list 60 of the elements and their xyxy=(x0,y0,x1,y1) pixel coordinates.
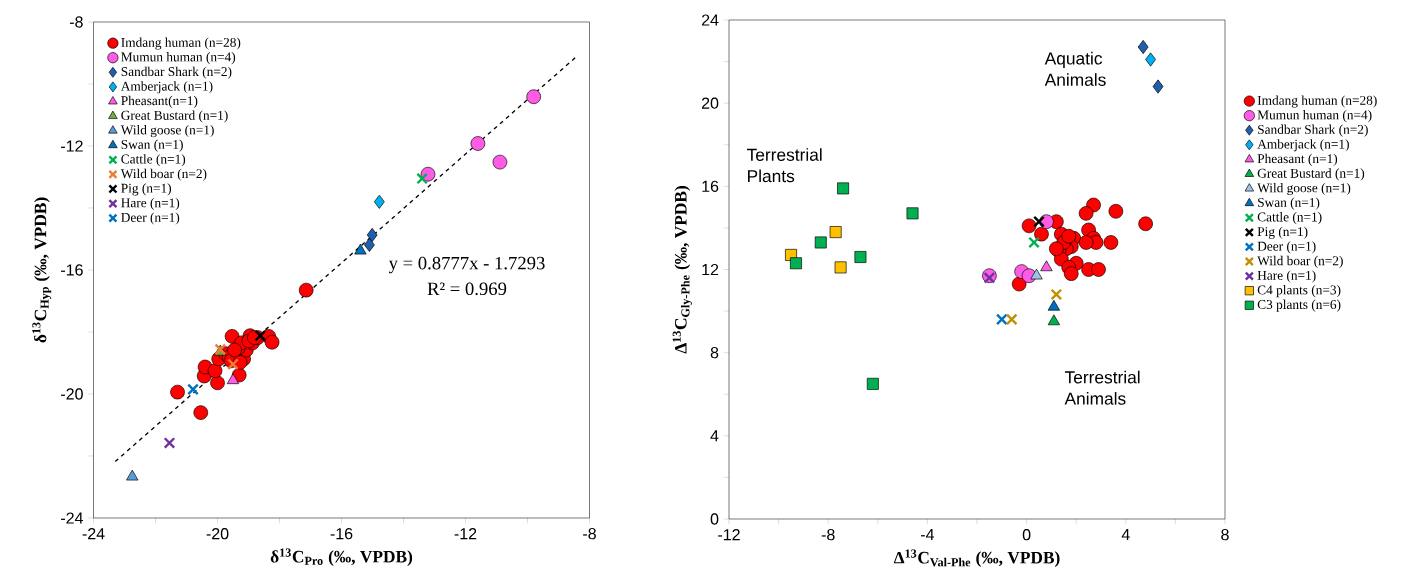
y-tick-label: -8 xyxy=(69,16,83,28)
legend-label: Pig (n=1) xyxy=(121,183,172,196)
y-tick-label: 12 xyxy=(702,263,719,276)
x-tick-label: -4 xyxy=(921,529,935,541)
y-tick-label: 0 xyxy=(710,513,719,525)
legend-label: C3 plants (n=6) xyxy=(1257,299,1341,312)
y-tick-label: -20 xyxy=(61,388,83,400)
x-tick-label: -8 xyxy=(583,528,596,540)
y-axis-title: δ$^{13}$C$_{Hyp}$ (‰, VPDB) xyxy=(32,197,52,343)
y-tick-label: 8 xyxy=(710,347,719,359)
legend-label: Wild boar (n=2) xyxy=(120,168,207,181)
legend-label: Deer (n=1) xyxy=(121,212,180,225)
legend-label: C4 plants (n=3) xyxy=(1257,285,1341,298)
legend-label: Deer (n=1) xyxy=(1257,241,1316,254)
x-tick-label: -12 xyxy=(718,529,740,541)
y-tick-label: -12 xyxy=(61,140,83,152)
legend-label: Hare (n=1) xyxy=(1257,270,1316,283)
legend-label: Wild boar (n=2) xyxy=(1257,255,1343,268)
legend-label: Pheasant(n=1) xyxy=(121,95,198,108)
y-tick-label: 16 xyxy=(702,180,719,192)
legend-label: Pheasant (n=1) xyxy=(1257,153,1338,166)
y-tick-label: -16 xyxy=(61,264,83,276)
legend-label: Pig (n=1) xyxy=(1257,226,1308,239)
legend-label: Cattle (n=1) xyxy=(121,154,186,167)
annotation: Aquatic Animals xyxy=(1044,51,1106,86)
legend-label: Great Bustard (n=1) xyxy=(1257,168,1365,181)
x-tick-label: 4 xyxy=(1121,529,1130,541)
x-tick-label: -12 xyxy=(454,528,477,540)
legend-label: Sandbar Shark (n=2) xyxy=(121,66,232,79)
x-tick-label: -8 xyxy=(821,529,835,541)
annotation: Terrestrial Plants xyxy=(747,148,822,183)
x-axis-title: δ$^{13}$C$_{Pro}$ (‰, VPDB) xyxy=(270,548,413,567)
x-tick-label: -16 xyxy=(330,528,353,540)
x-tick-label: 8 xyxy=(1221,529,1229,541)
annotation: R² = 0.969 xyxy=(427,282,507,296)
x-tick-label: -24 xyxy=(82,528,105,540)
legend-label: Cattle (n=1) xyxy=(1257,212,1322,225)
x-axis-title: Δ$^{13}$C$_{Val-Phe}$ (‰, VPDB) xyxy=(893,549,1060,568)
y-tick-label: -24 xyxy=(61,512,83,524)
legend-label: Swan (n=1) xyxy=(121,139,183,152)
legend-label: Great Bustard (n=1) xyxy=(121,110,228,123)
y-tick-label: 24 xyxy=(701,14,719,26)
legend-label: Wild goose (n=1) xyxy=(120,125,214,138)
y-tick-label: 4 xyxy=(710,430,719,442)
legend-label: Sandbar Shark (n=2) xyxy=(1258,124,1368,137)
annotation: y = 0.8777x - 1.7293 xyxy=(388,256,545,274)
x-tick-label: 0 xyxy=(1022,529,1031,541)
legend-label: Mumun human (n=4) xyxy=(1257,110,1372,123)
x-tick-label: -20 xyxy=(206,528,229,540)
legend-label: Amberjack (n=1) xyxy=(120,81,213,94)
annotation: Terrestrial Animals xyxy=(1064,370,1140,405)
legend-label: Hare (n=1) xyxy=(121,197,180,211)
y-tick-label: 20 xyxy=(701,97,719,109)
legend-label: Imdang human (n=28) xyxy=(121,37,241,50)
y-axis-title: Δ$^{13}$C$_{Gly-Phe}$ (‰, VPDB) xyxy=(672,186,693,354)
legend-label: Imdang human (n=28) xyxy=(1257,95,1377,108)
legend-label: Swan (n=1) xyxy=(1258,197,1320,210)
legend-label: Wild goose (n=1) xyxy=(1257,182,1351,196)
legend-label: Mumun human (n=4) xyxy=(121,52,236,65)
legend-label: Amberjack (n=1) xyxy=(1257,139,1349,152)
